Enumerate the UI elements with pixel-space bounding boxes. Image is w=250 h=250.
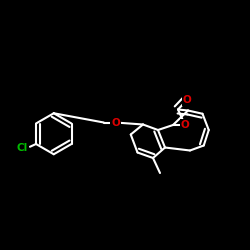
Text: O: O (180, 120, 190, 130)
Text: O: O (111, 118, 120, 128)
Text: Cl: Cl (17, 143, 28, 153)
Text: O: O (182, 95, 192, 105)
